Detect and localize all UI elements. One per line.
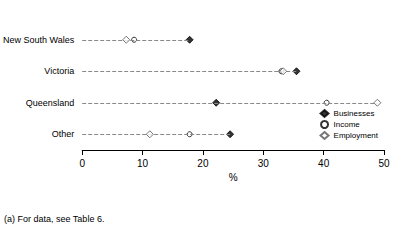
svg-text:%: % xyxy=(229,172,238,183)
svg-text:40: 40 xyxy=(318,158,330,169)
svg-text:(a) For data, see Table 6.: (a) For data, see Table 6. xyxy=(4,214,104,224)
svg-text:New South Wales: New South Wales xyxy=(3,35,75,45)
svg-text:30: 30 xyxy=(258,158,270,169)
svg-text:Employment: Employment xyxy=(334,131,379,140)
svg-text:Businesses: Businesses xyxy=(334,109,375,118)
svg-text:0: 0 xyxy=(79,158,85,169)
svg-text:10: 10 xyxy=(137,158,149,169)
svg-text:20: 20 xyxy=(197,158,209,169)
svg-text:Victoria: Victoria xyxy=(44,66,74,76)
svg-text:Other: Other xyxy=(52,129,75,139)
svg-text:Queensland: Queensland xyxy=(26,98,75,108)
svg-text:50: 50 xyxy=(378,158,390,169)
svg-text:Income: Income xyxy=(334,120,361,129)
